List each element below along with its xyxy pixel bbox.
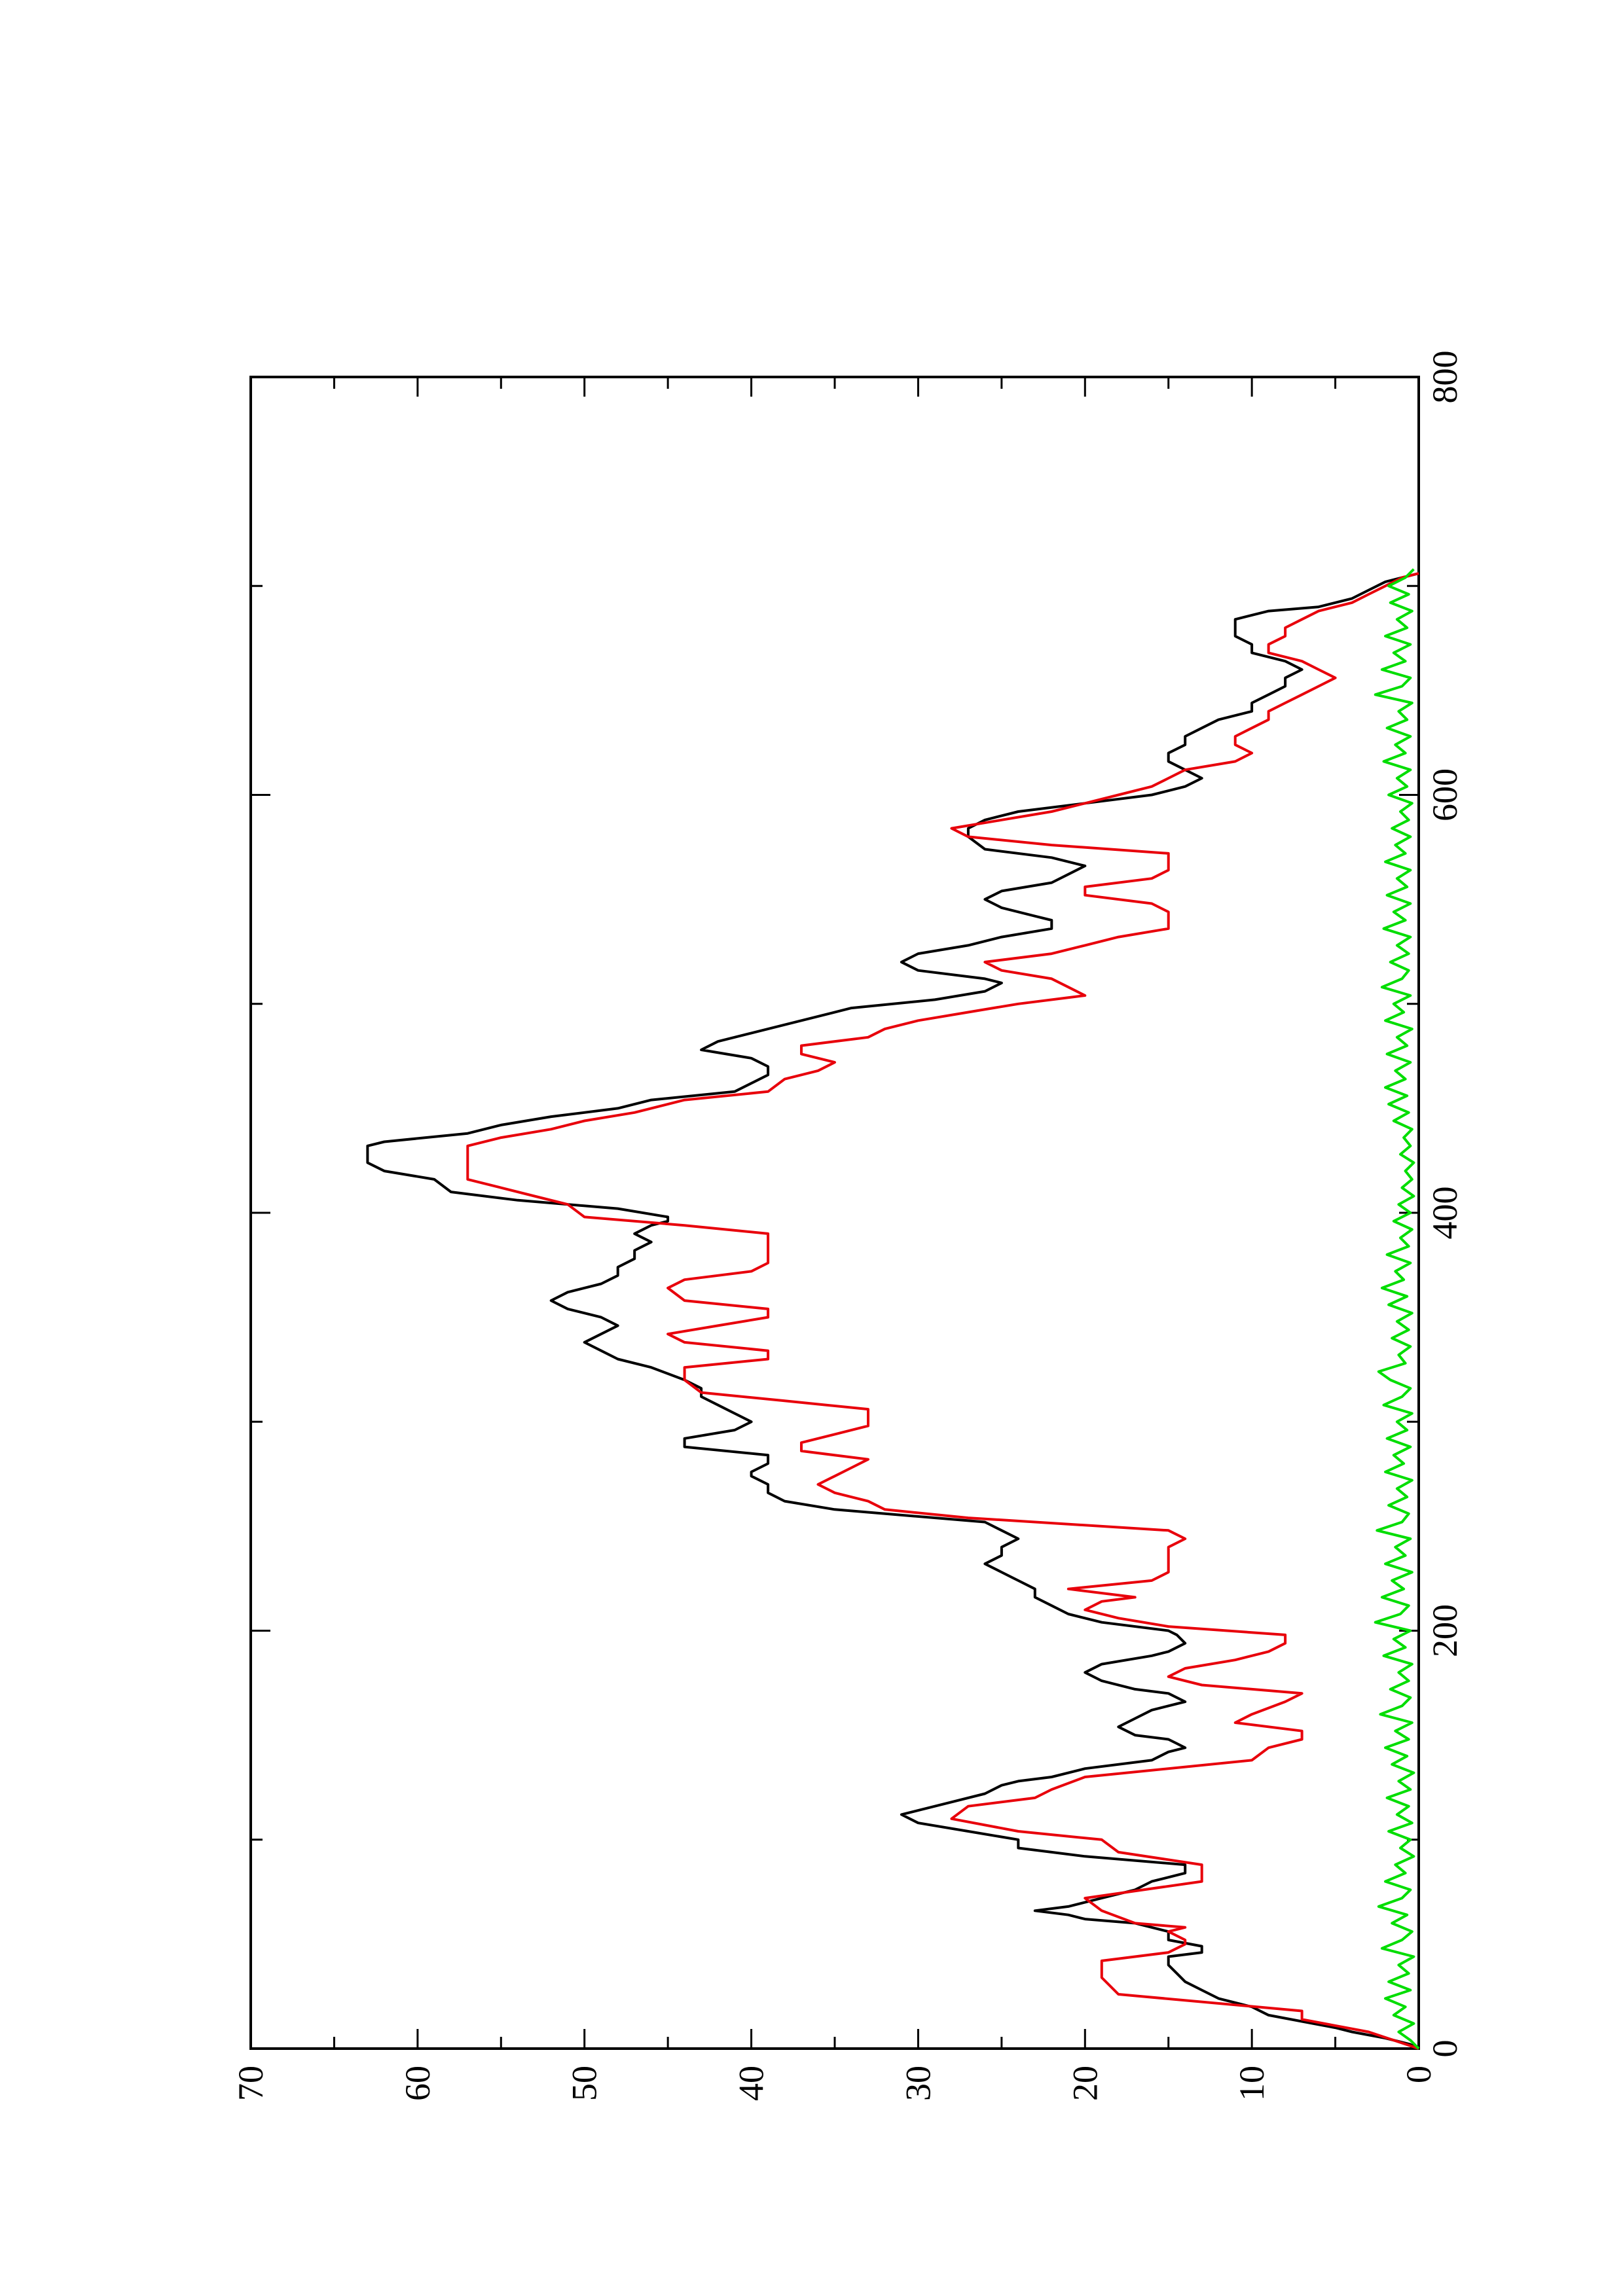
x-tick-label: 0 <box>1425 2040 1465 2058</box>
plot-frame <box>249 376 1420 2050</box>
x-axis-ticks <box>251 376 1419 2050</box>
y-tick-label: 50 <box>565 2066 604 2101</box>
x-tick-label: 600 <box>1425 768 1465 821</box>
x-axis-tick-labels: 0 200 400 600 800 <box>1425 351 1465 2058</box>
y-tick-label: 30 <box>898 2066 938 2101</box>
series-line-1 <box>466 572 1419 2050</box>
series-line-0 <box>366 572 1419 2050</box>
series-line-2 <box>1374 568 1420 2050</box>
y-tick-label: 40 <box>732 2066 771 2101</box>
y-tick-label: 0 <box>1399 2066 1438 2083</box>
y-tick-label: 20 <box>1065 2066 1104 2101</box>
series-layer <box>366 568 1420 2050</box>
y-tick-label: 60 <box>398 2066 437 2101</box>
x-tick-label: 800 <box>1425 351 1465 404</box>
x-tick-label: 200 <box>1425 1604 1465 1657</box>
y-axis-tick-labels: 0 10 20 30 40 50 60 70 <box>231 2066 1438 2101</box>
y-tick-label: 70 <box>231 2066 270 2101</box>
y-axis-ticks <box>249 377 1420 2049</box>
x-tick-label: 400 <box>1425 1187 1465 1240</box>
y-tick-label: 10 <box>1232 2066 1271 2101</box>
